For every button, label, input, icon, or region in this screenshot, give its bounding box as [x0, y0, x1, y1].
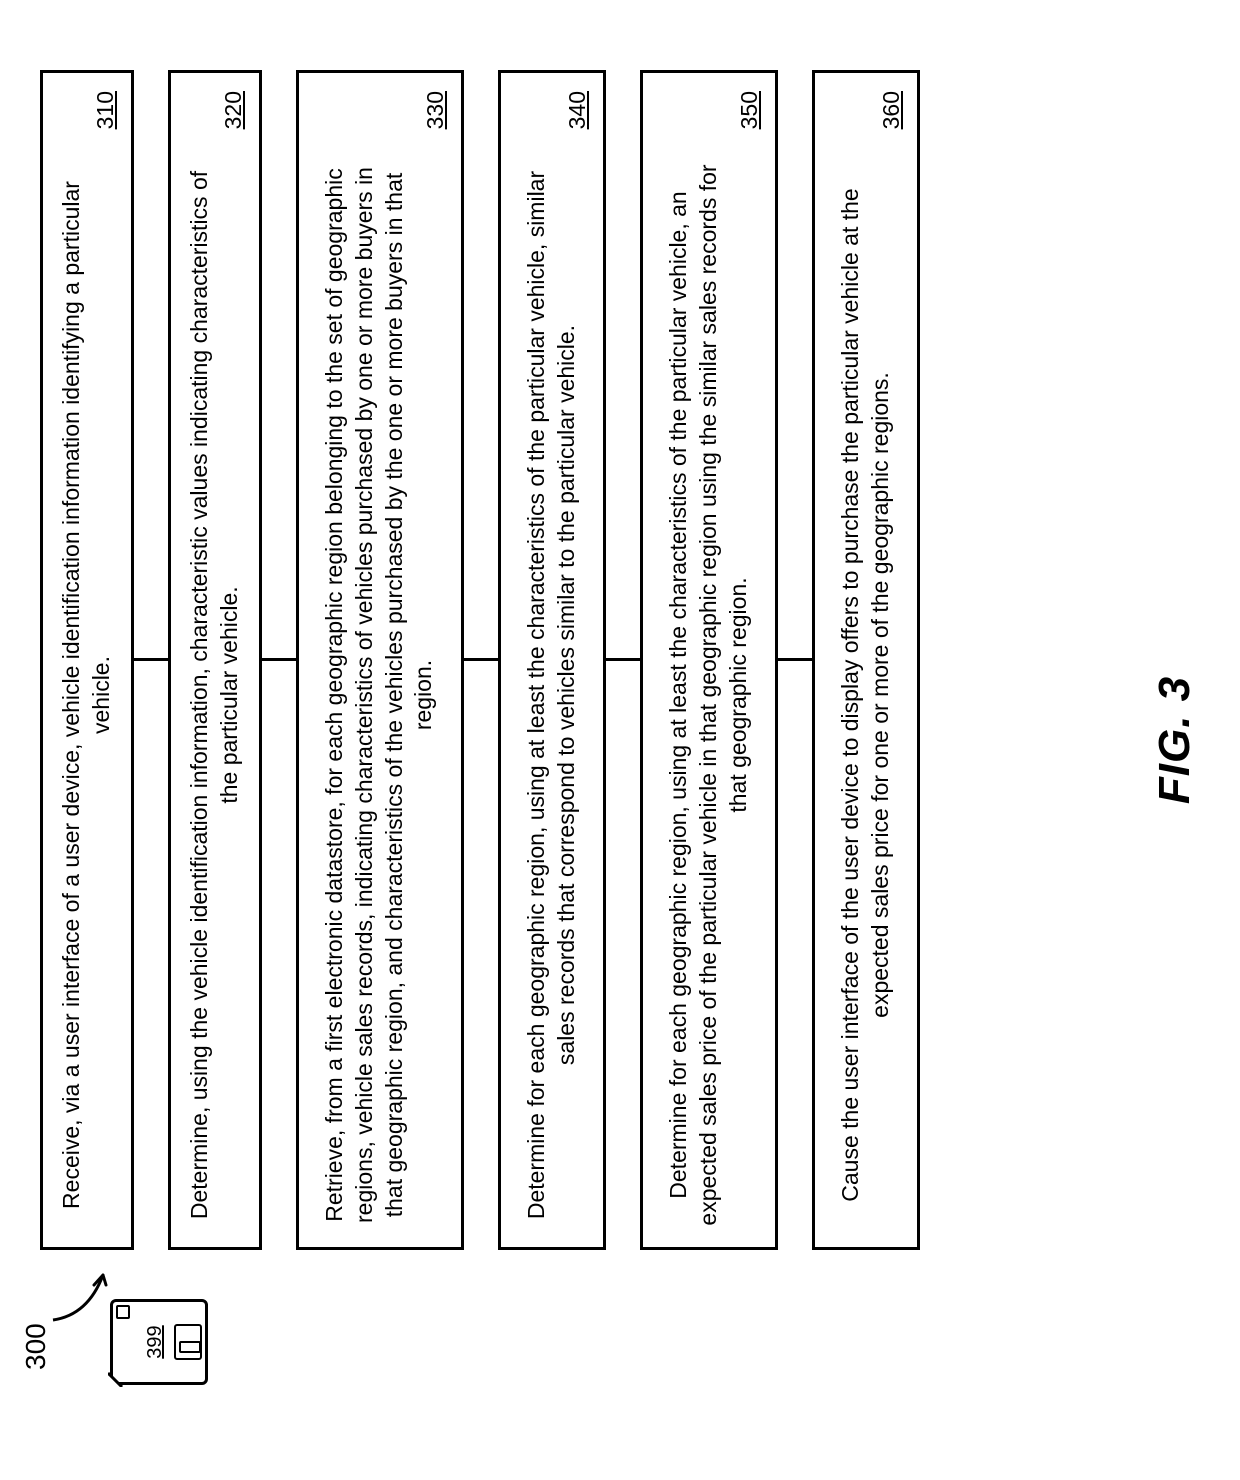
disk-reference-number: 399 [144, 1299, 167, 1385]
flowchart-step: Retrieve, from a first electronic datast… [296, 70, 464, 1250]
flowchart-step: Receive, via a user interface of a user … [40, 70, 134, 1250]
flowchart-connector [262, 659, 296, 662]
flowchart-connector [778, 659, 812, 662]
flowchart-step: Determine for each geographic region, us… [640, 70, 778, 1250]
step-reference-number: 320 [219, 91, 249, 129]
flowchart-connector [464, 659, 498, 662]
step-reference-number: 310 [91, 91, 121, 129]
storage-disk-icon: 399 [110, 1299, 208, 1385]
step-text: Determine, using the vehicle identificat… [185, 163, 245, 1227]
step-text: Cause the user interface of the user dev… [836, 163, 896, 1227]
step-text: Retrieve, from a first electronic datast… [320, 163, 440, 1227]
step-reference-number: 360 [877, 91, 907, 129]
flowchart-step: Determine for each geographic region, us… [498, 70, 606, 1250]
step-text: Receive, via a user interface of a user … [57, 163, 117, 1227]
flowchart-step: Determine, using the vehicle identificat… [168, 70, 262, 1250]
figure-top-reference: 300 [20, 1323, 52, 1370]
step-reference-number: 330 [421, 91, 451, 129]
step-text: Determine for each geographic region, us… [664, 163, 754, 1227]
step-reference-number: 350 [735, 91, 765, 129]
figure-label: FIG. 3 [1150, 676, 1200, 804]
step-reference-number: 340 [563, 91, 593, 129]
flowchart-step: Cause the user interface of the user dev… [812, 70, 920, 1250]
step-text: Determine for each geographic region, us… [522, 163, 582, 1227]
flowchart-connector [134, 659, 168, 662]
flowchart-connector [606, 659, 640, 662]
reference-arrow [48, 1265, 108, 1325]
flowchart-stage: 300 399 Receive, via a user interface of… [0, 0, 1240, 1480]
flowchart-container: Receive, via a user interface of a user … [40, 70, 920, 1250]
